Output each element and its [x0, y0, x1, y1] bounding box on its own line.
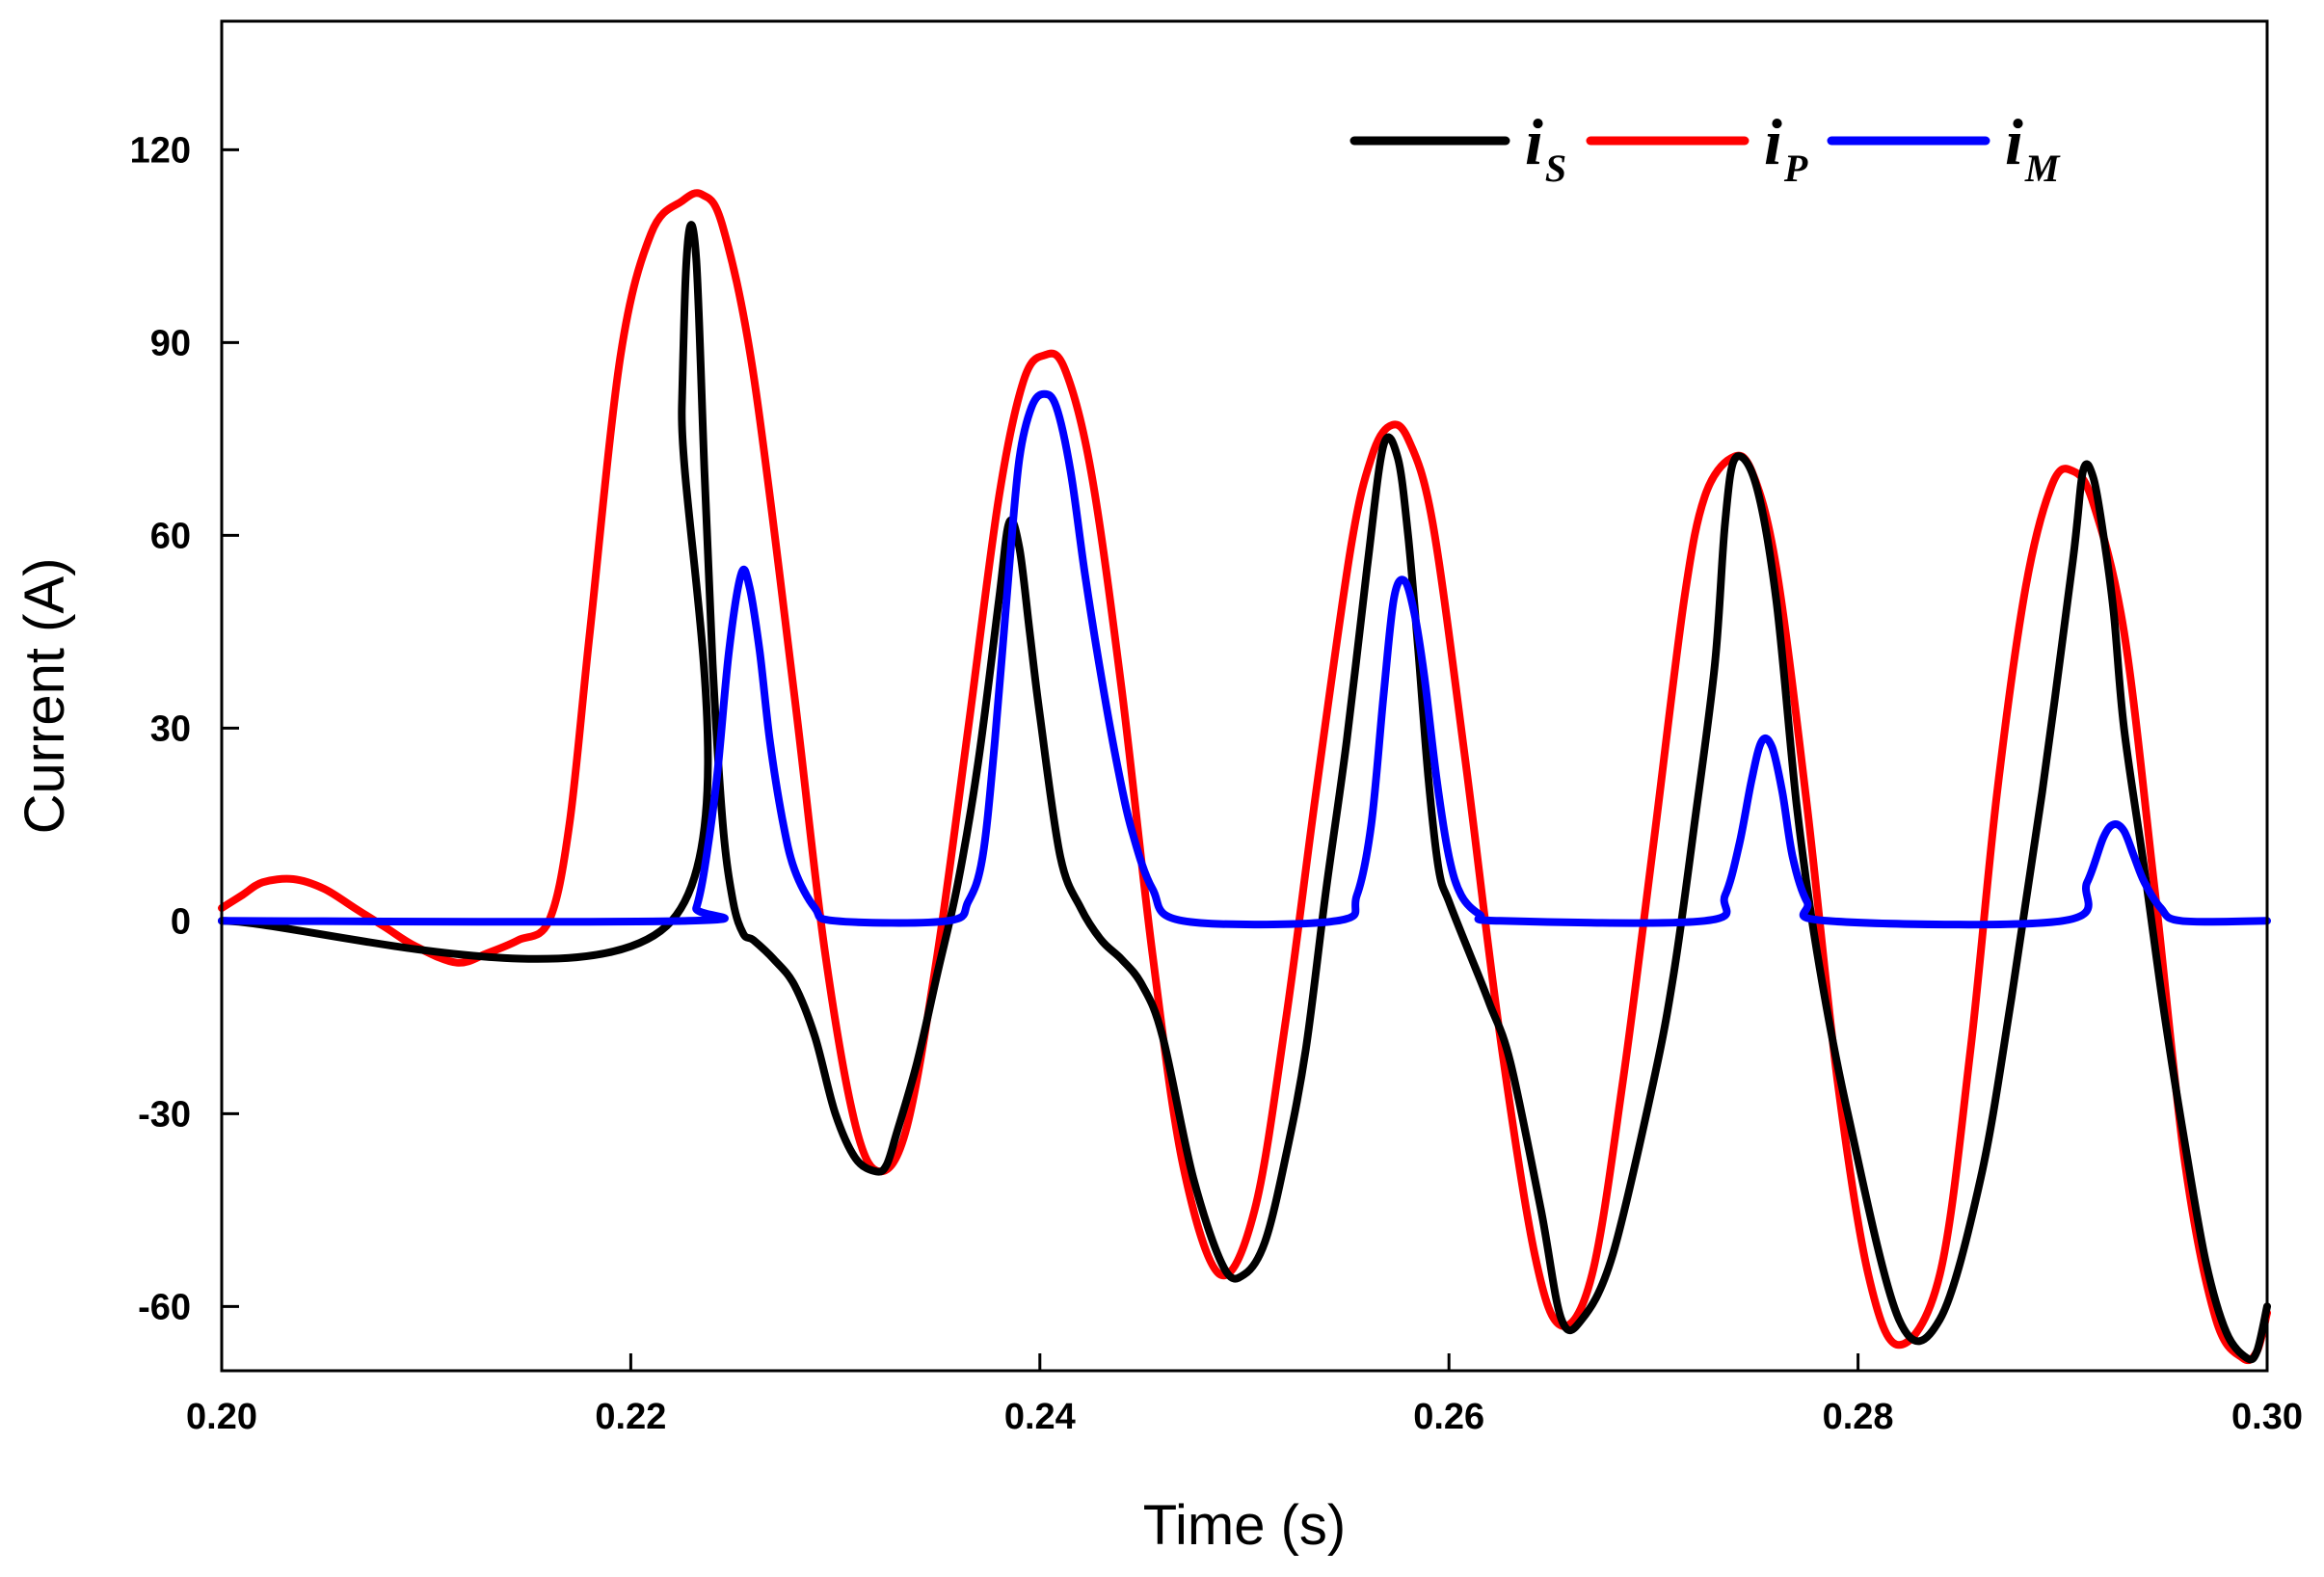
plot-frame [220, 19, 2269, 1373]
legend-label-im: iM [2005, 105, 2061, 190]
legend-label-is: iS [1525, 105, 1566, 190]
y-tick-label: 90 [150, 323, 191, 363]
y-tick-label: 30 [150, 708, 191, 749]
y-tick-label: 120 [130, 130, 191, 171]
x-axis-title: Time (s) [1143, 1494, 1346, 1557]
legend-label-ip: iP [1764, 105, 1808, 190]
y-tick-label: 60 [150, 516, 191, 556]
series-line-is [218, 221, 2271, 1364]
series-layer [218, 189, 2271, 1365]
ticks-layer: -60 -30 0 30 60 90 120 0.20 0.22 0.24 0.26 0.28 0.30 [130, 130, 2303, 1437]
legend-entry-im: iM [1827, 105, 2061, 190]
x-tick-label: 0.22 [595, 1397, 666, 1437]
y-tick-label: -30 [138, 1094, 191, 1135]
y-tick-label: 0 [171, 901, 191, 942]
y-tick-label: -60 [138, 1287, 191, 1327]
x-tick-label: 0.28 [1823, 1397, 1894, 1437]
y-axis-title: Current (A) [13, 558, 76, 835]
legend-entry-is: iS [1349, 105, 1566, 190]
legend: iS iP iM [1349, 105, 2061, 190]
series-line-ip [218, 189, 2271, 1365]
x-tick-label: 0.24 [1004, 1397, 1076, 1437]
x-tick-label: 0.26 [1413, 1397, 1484, 1437]
x-tick-label: 0.30 [2231, 1397, 2303, 1437]
legend-entry-ip: iP [1586, 105, 1808, 190]
series-line-im [218, 389, 2271, 929]
x-tick-label: 0.20 [186, 1397, 257, 1437]
